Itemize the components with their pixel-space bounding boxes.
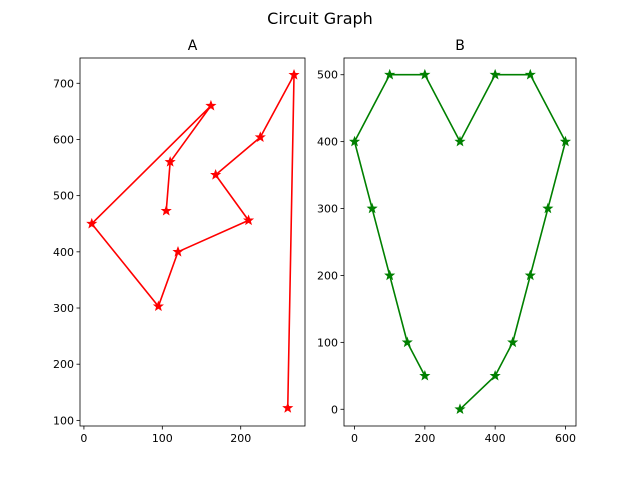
x-tick-label: 200 (414, 432, 435, 445)
y-tick-label: 200 (317, 269, 338, 282)
y-tick-label: 100 (317, 336, 338, 349)
y-tick-label: 600 (53, 133, 74, 146)
data-point-star (254, 131, 266, 142)
x-tick-label: 100 (152, 432, 173, 445)
axes-frame (79, 57, 306, 427)
subplot-a: A 0 100 200 100 200 300 400 500 600 700 (53, 38, 306, 445)
data-point-star (172, 245, 184, 257)
data-point-star (164, 156, 176, 167)
axes-frame (343, 57, 577, 427)
y-tick-label: 700 (53, 77, 74, 90)
data-point-star (242, 214, 255, 226)
data-point-star (366, 202, 378, 214)
data-point-star (524, 68, 536, 80)
y-tick-label: 300 (53, 302, 74, 315)
data-point-star (384, 269, 396, 281)
data-point-star (348, 135, 361, 147)
y-tick-label: 300 (317, 203, 338, 216)
data-point-star (288, 68, 300, 80)
data-point-star (419, 369, 431, 381)
data-point-star (205, 99, 217, 111)
data-point-star (384, 68, 396, 80)
y-tick-label: 500 (317, 69, 338, 82)
data-point-star (282, 402, 294, 413)
data-point-star (210, 169, 222, 180)
data-point-star (489, 369, 501, 381)
data-point-star (152, 300, 164, 312)
y-tick-label: 400 (317, 136, 338, 149)
data-point-star (160, 204, 172, 216)
data-point-star (489, 68, 501, 80)
data-point-star (86, 217, 98, 229)
x-tick-label: 0 (80, 432, 87, 445)
subplot-title: A (188, 38, 198, 54)
series-line (353, 73, 567, 410)
x-tick-label: 600 (555, 432, 576, 445)
data-point-star (559, 135, 572, 147)
x-tick-label: 0 (351, 432, 358, 445)
data-point-star (454, 135, 466, 147)
subplot-b: B 0 200 400 600 0 100 200 300 400 500 (317, 38, 577, 445)
data-point-star (507, 336, 519, 348)
y-tick-label: 100 (53, 414, 74, 427)
y-tick-label: 200 (53, 358, 74, 371)
y-tick-label: 0 (331, 403, 338, 416)
subplot-title: B (455, 38, 465, 54)
x-tick-label: 200 (230, 432, 251, 445)
data-point-star (419, 68, 431, 80)
data-point-star (542, 202, 554, 214)
y-tick-label: 500 (53, 190, 74, 203)
data-point-star (401, 336, 413, 348)
data-point-star (454, 403, 466, 415)
data-point-star (524, 269, 536, 281)
figure-title: Circuit Graph (267, 9, 373, 28)
x-tick-label: 400 (485, 432, 506, 445)
y-tick-label: 400 (53, 246, 74, 259)
